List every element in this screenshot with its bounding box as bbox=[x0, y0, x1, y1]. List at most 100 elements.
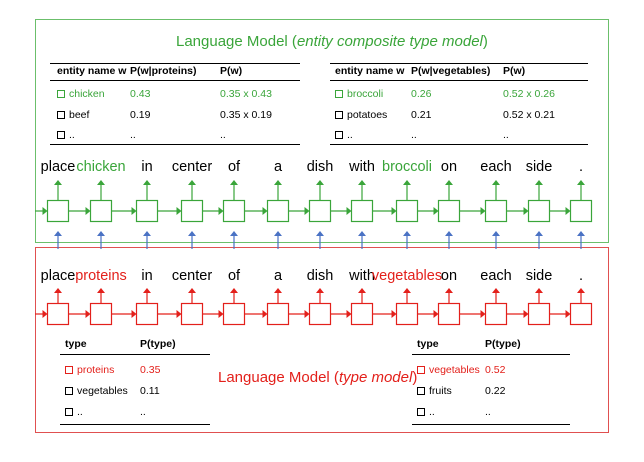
type-model-frame bbox=[35, 247, 609, 433]
table-rule bbox=[50, 144, 300, 145]
type-rnn-cell bbox=[350, 302, 374, 326]
entity-output-arrow-head bbox=[577, 180, 585, 185]
type-table-right: type P(type) vegetables 0.52 fruits 0.22… bbox=[412, 338, 570, 426]
type-rnn-edge-head bbox=[523, 310, 529, 318]
entity-rnn-cell bbox=[484, 199, 508, 223]
type-table-left: type P(type) proteins 0.35 vegetables 0.… bbox=[60, 338, 210, 426]
table-rule bbox=[412, 354, 570, 355]
checkbox-icon bbox=[57, 90, 65, 98]
row-p: 0.11 bbox=[140, 385, 160, 397]
type-to-entity-arrow-head bbox=[188, 231, 196, 236]
entity-sentence-word: of bbox=[227, 159, 241, 175]
type-rnn-cell bbox=[135, 302, 159, 326]
entity-rnn-cell bbox=[437, 199, 461, 223]
row-name: broccoli bbox=[335, 88, 383, 100]
row-p: 0.52 x 0.26 bbox=[503, 88, 555, 100]
entity-rnn-edge-head bbox=[304, 207, 310, 215]
type-rnn-cell bbox=[180, 302, 204, 326]
entity-rnn-cell bbox=[569, 199, 593, 223]
entity-output-arrow-head bbox=[358, 180, 366, 185]
row-p-cond: 0.26 bbox=[411, 88, 432, 100]
checkbox-icon bbox=[417, 366, 425, 374]
row-name: .. bbox=[65, 406, 83, 418]
type-rnn-cell bbox=[484, 302, 508, 326]
type-output-arrow-head bbox=[97, 288, 105, 293]
type-rnn-edge-head bbox=[85, 310, 91, 318]
entity-rnn-cell bbox=[180, 199, 204, 223]
checkbox-icon bbox=[417, 387, 425, 395]
type-output-arrow-head bbox=[445, 288, 453, 293]
entity-sentence-word: center bbox=[171, 159, 213, 175]
header-p: P(w) bbox=[220, 65, 243, 77]
entity-output-arrow-head bbox=[54, 180, 62, 185]
type-to-entity-arrow-head bbox=[316, 231, 324, 236]
entity-rnn-edge-head bbox=[176, 207, 182, 215]
type-output-arrow-head bbox=[492, 288, 500, 293]
title-suffix: ) bbox=[482, 33, 488, 50]
type-sentence-word: side bbox=[525, 268, 553, 284]
table-rule bbox=[330, 144, 588, 145]
row-name: .. bbox=[335, 129, 353, 141]
type-to-entity-arrow-head bbox=[445, 231, 453, 236]
type-sentence-word: vegetables bbox=[371, 268, 443, 284]
type-output-arrow-head bbox=[274, 288, 282, 293]
type-output-arrow-head bbox=[316, 288, 324, 293]
table-rule bbox=[412, 424, 570, 425]
entity-rnn-cell bbox=[527, 199, 551, 223]
type-to-entity-arrow-head bbox=[358, 231, 366, 236]
type-rnn-cell bbox=[46, 302, 70, 326]
type-rnn-edge-head bbox=[262, 310, 268, 318]
row-p: 0.35 x 0.19 bbox=[220, 109, 272, 121]
table-rule bbox=[60, 354, 210, 355]
type-rnn-edge-head bbox=[346, 310, 352, 318]
checkbox-icon bbox=[417, 408, 425, 416]
type-sentence-word: a bbox=[273, 268, 283, 284]
row-p-cond: .. bbox=[130, 129, 136, 141]
table-rule bbox=[330, 80, 588, 81]
checkbox-icon bbox=[335, 90, 343, 98]
type-rnn-cell bbox=[527, 302, 551, 326]
table-rule bbox=[50, 80, 300, 81]
entity-rnn-edge-head bbox=[42, 207, 48, 215]
table-rule bbox=[50, 63, 300, 64]
header-p-type: P(type) bbox=[485, 338, 521, 350]
row-p-cond: 0.43 bbox=[130, 88, 151, 100]
checkbox-icon bbox=[335, 131, 343, 139]
entity-sentence-word: in bbox=[141, 159, 153, 175]
entity-sentence-word: on bbox=[440, 159, 458, 175]
row-name: vegetables bbox=[65, 385, 128, 397]
row-p: 0.22 bbox=[485, 385, 506, 397]
type-rnn-cell bbox=[266, 302, 290, 326]
type-sentence-word: with bbox=[349, 268, 375, 284]
type-output-arrow-head bbox=[188, 288, 196, 293]
header-entity-name: entity name w bbox=[335, 65, 405, 77]
row-name: beef bbox=[57, 109, 89, 121]
type-output-arrow-head bbox=[403, 288, 411, 293]
entity-sentence-word: broccoli bbox=[382, 159, 432, 175]
header-type: type bbox=[65, 338, 87, 350]
entity-sentence-word: . bbox=[578, 159, 584, 175]
entity-rnn-edge-head bbox=[523, 207, 529, 215]
type-rnn-cell bbox=[222, 302, 246, 326]
type-rnn-edge-head bbox=[176, 310, 182, 318]
header-p: P(w) bbox=[503, 65, 526, 77]
type-output-arrow-head bbox=[143, 288, 151, 293]
entity-model-frame bbox=[35, 19, 609, 243]
entity-rnn-edge-head bbox=[346, 207, 352, 215]
type-sentence-word: dish bbox=[306, 268, 334, 284]
type-rnn-cell bbox=[437, 302, 461, 326]
row-name: vegetables bbox=[417, 364, 480, 376]
type-to-entity-arrow-head bbox=[577, 231, 585, 236]
row-p: .. bbox=[220, 129, 226, 141]
type-sentence-word: center bbox=[171, 268, 213, 284]
entity-output-arrow-head bbox=[274, 180, 282, 185]
type-rnn-edge-head bbox=[480, 310, 486, 318]
entity-output-arrow-head bbox=[316, 180, 324, 185]
type-rnn-edge-head bbox=[131, 310, 137, 318]
type-output-arrow-head bbox=[54, 288, 62, 293]
type-sentence-word: place bbox=[40, 268, 76, 284]
row-p: 0.35 bbox=[140, 364, 161, 376]
row-name: fruits bbox=[417, 385, 452, 397]
row-name: potatoes bbox=[335, 109, 387, 121]
type-sentence-word: each bbox=[480, 268, 512, 284]
